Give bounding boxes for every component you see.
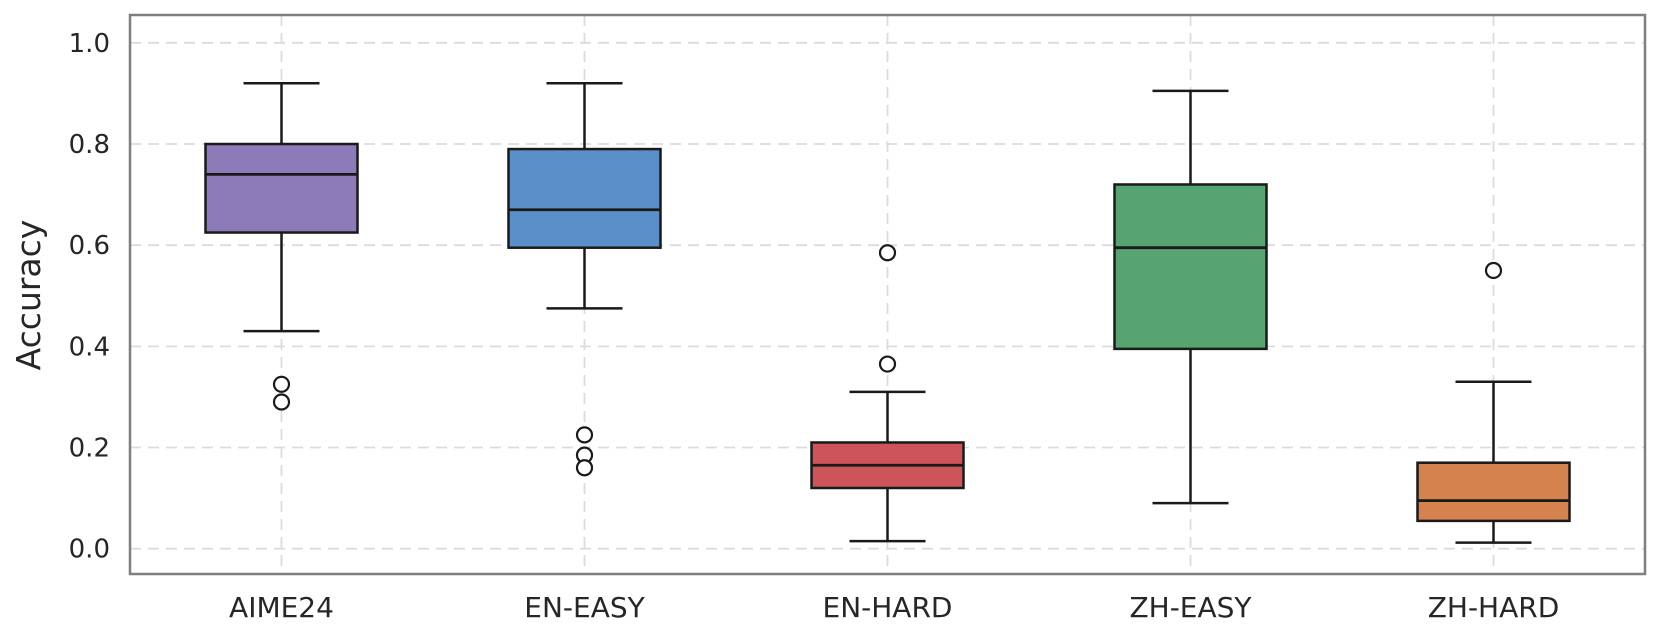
outlier-point	[272, 375, 291, 393]
plot-border	[128, 13, 1647, 576]
y-axis-tick-labels: 0.0 0.2 0.4 0.6 0.8 1.0	[69, 29, 110, 565]
x-category-label: ZH-HARD	[1428, 591, 1560, 624]
y-tick-label: 1.0	[69, 29, 110, 59]
iqr-box	[1113, 183, 1268, 351]
iqr-box	[507, 147, 662, 249]
box-group-en-easy	[507, 82, 662, 477]
iqr-box	[204, 142, 359, 234]
x-category-label: AIME24	[229, 591, 334, 624]
box-group-aime24	[204, 82, 359, 411]
box-group-zh-easy	[1113, 89, 1268, 505]
y-tick-label: 0.6	[69, 231, 110, 261]
iqr-box	[1416, 461, 1571, 523]
box-group-en-hard	[810, 244, 965, 543]
y-tick-label: 0.4	[69, 332, 110, 362]
y-axis-title: Accuracy	[9, 220, 48, 371]
box-group-zh-hard	[1416, 261, 1571, 544]
outlier-point	[878, 244, 897, 262]
outlier-point	[575, 459, 594, 477]
x-axis-category-labels: AIME24 EN-EASY EN-HARD ZH-EASY ZH-HARD	[229, 591, 1559, 624]
box-series	[204, 82, 1571, 544]
x-category-label: ZH-EASY	[1129, 591, 1252, 624]
y-tick-label: 0.8	[69, 130, 110, 160]
y-tick-label: 0.2	[69, 434, 110, 464]
x-category-label: EN-EASY	[524, 591, 645, 624]
y-tick-label: 0.0	[69, 535, 110, 565]
outlier-point	[272, 393, 291, 411]
outlier-point	[575, 426, 594, 444]
outlier-point	[878, 355, 897, 373]
x-category-label: EN-HARD	[823, 591, 953, 624]
outlier-point	[1484, 261, 1503, 280]
